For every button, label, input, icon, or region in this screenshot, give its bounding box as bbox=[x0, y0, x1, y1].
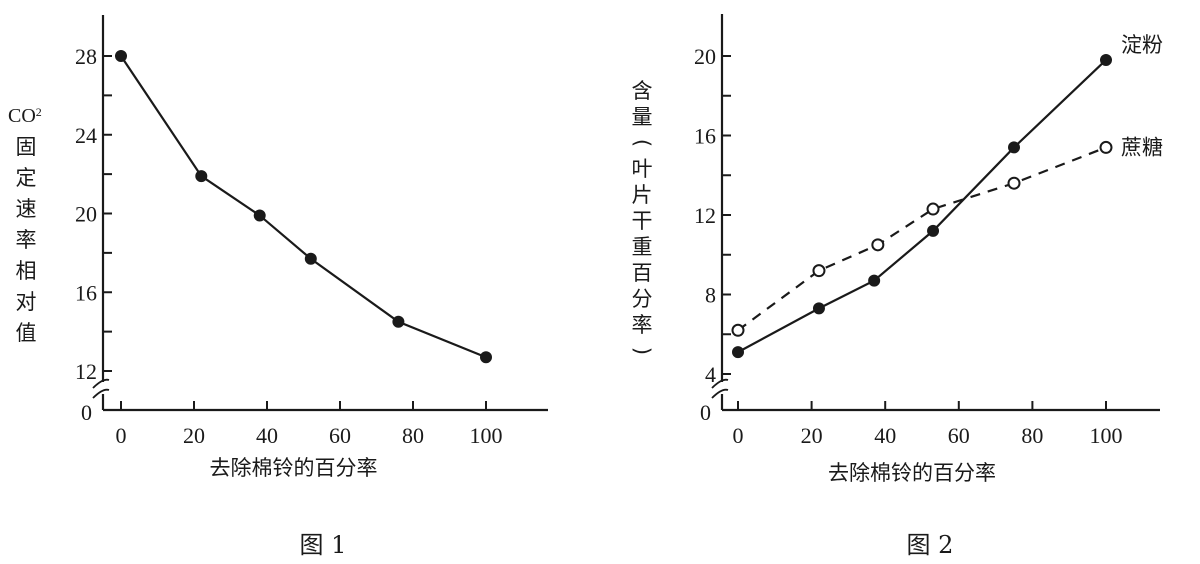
y-tick-label: 12 bbox=[694, 203, 716, 228]
series-line-1 bbox=[737, 146, 1107, 332]
y-axis-title: CO2 bbox=[8, 105, 42, 127]
y-tick-label: 12 bbox=[75, 359, 97, 384]
origin-label: 0 bbox=[81, 400, 92, 425]
origin-label: 0 bbox=[700, 400, 711, 425]
y-axis-title-char: 含 bbox=[632, 79, 653, 103]
y-axis-title-char: 固 bbox=[16, 135, 37, 159]
data-point-filled bbox=[304, 252, 317, 265]
x-tick-label: 100 bbox=[470, 423, 503, 448]
x-tick-label: 60 bbox=[948, 423, 970, 448]
y-tick-label: 24 bbox=[75, 123, 97, 148]
y-axis-title-char: 分 bbox=[632, 287, 653, 311]
figure-caption: 图 2 bbox=[907, 531, 954, 559]
figure-2-starch-sucrose-chart: 0 4 8 12 16 20 0 20 40 60 80 100 淀粉蔗糖 含量 ( 叶片干重百分率) 去除棉铃… bbox=[600, 0, 1200, 564]
y-tick-label: 28 bbox=[75, 44, 97, 69]
axis-break-mark bbox=[92, 378, 110, 389]
y-tick-label: 20 bbox=[694, 44, 716, 69]
chart-1-svg: 0 12 16 20 24 28 0 20 40 60 80 100 CO2 固定速率相对值去除棉铃的百分… bbox=[8, 15, 548, 559]
x-tick-label: 100 bbox=[1090, 423, 1123, 448]
data-point-open bbox=[871, 238, 885, 252]
y-tick-label: 20 bbox=[75, 202, 97, 227]
x-tick-label: 20 bbox=[183, 423, 205, 448]
y-tick-label: 16 bbox=[694, 124, 716, 149]
data-point-filled bbox=[1008, 141, 1020, 154]
data-point-filled bbox=[392, 315, 405, 328]
y-axis-title-char: 叶 bbox=[632, 157, 653, 181]
x-tick-label: 40 bbox=[874, 423, 896, 448]
y-axis-title-char: 率 bbox=[632, 313, 653, 337]
y-axis-title-char: 片 bbox=[632, 183, 653, 207]
figure-1-co2-fixation-chart: 0 12 16 20 24 28 0 20 40 60 80 100 CO2 固定速率相对值去除棉铃的百分… bbox=[8, 15, 548, 559]
axis-break-mark bbox=[711, 378, 729, 389]
y-axis-title-char: 率 bbox=[16, 228, 37, 252]
data-point-filled bbox=[480, 351, 492, 364]
data-point-filled bbox=[195, 170, 208, 183]
y-axis-title-char: 百 bbox=[632, 261, 653, 285]
x-axis-title: 去除棉铃的百分率 bbox=[210, 456, 378, 480]
series-label-1: 蔗糖 bbox=[1121, 135, 1163, 159]
data-point-filled bbox=[732, 346, 744, 359]
x-tick-label: 0 bbox=[116, 423, 127, 448]
y-tick-label: 4 bbox=[705, 362, 716, 387]
y-axis-title-char: 重 bbox=[632, 235, 653, 259]
x-axis-title: 去除棉铃的百分率 bbox=[828, 461, 996, 485]
y-axis-title-char: 速 bbox=[16, 197, 37, 221]
x-tick-label: 80 bbox=[1021, 423, 1043, 448]
figure-caption: 图 1 bbox=[300, 531, 347, 559]
data-point-open bbox=[731, 323, 745, 337]
y-axis-title-char: 量 bbox=[632, 105, 653, 129]
data-point-filled bbox=[1100, 53, 1112, 66]
series-line-0 bbox=[737, 59, 1107, 354]
y-tick-label: 16 bbox=[75, 280, 97, 305]
x-tick-label: 60 bbox=[329, 423, 351, 448]
data-point-open bbox=[1007, 176, 1021, 190]
y-tick-label: 8 bbox=[705, 283, 716, 308]
y-axis-title-char: 对 bbox=[16, 290, 37, 314]
y-axis-title-char: 干 bbox=[632, 209, 653, 233]
data-point-filled bbox=[115, 50, 127, 62]
x-tick-label: 0 bbox=[733, 423, 744, 448]
x-tick-label: 20 bbox=[801, 423, 823, 448]
y-axis-title-char: ) bbox=[630, 347, 654, 355]
data-point-filled bbox=[253, 209, 266, 222]
y-axis-title-char: 值 bbox=[16, 321, 37, 345]
data-point-filled bbox=[812, 302, 825, 315]
x-tick-label: 80 bbox=[402, 423, 424, 448]
data-point-open bbox=[812, 264, 826, 278]
axis-break-mark bbox=[92, 388, 110, 399]
data-point-filled bbox=[868, 274, 881, 287]
x-tick-label: 40 bbox=[256, 423, 278, 448]
y-axis-title-char: 定 bbox=[16, 166, 37, 190]
series-label-0: 淀粉 bbox=[1121, 33, 1163, 57]
axis-break-mark bbox=[711, 388, 729, 399]
y-axis-title-char: 相 bbox=[16, 259, 37, 283]
y-axis-title-char: ( bbox=[630, 139, 654, 147]
series-line-0 bbox=[120, 55, 487, 359]
data-point-open bbox=[926, 202, 940, 216]
data-point-filled bbox=[927, 224, 940, 237]
data-point-open bbox=[1099, 140, 1113, 154]
